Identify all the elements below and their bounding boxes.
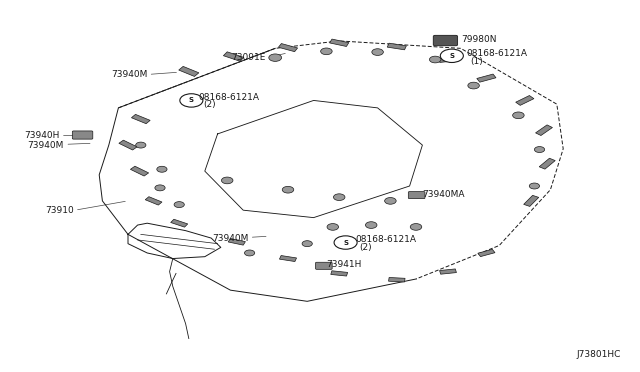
- Polygon shape: [280, 256, 296, 262]
- Text: S: S: [343, 240, 348, 246]
- Polygon shape: [440, 269, 456, 274]
- Polygon shape: [278, 44, 298, 52]
- Polygon shape: [179, 66, 199, 77]
- Circle shape: [410, 224, 422, 230]
- Polygon shape: [387, 43, 406, 50]
- Text: 73940M: 73940M: [212, 234, 248, 243]
- Polygon shape: [119, 140, 137, 150]
- Polygon shape: [524, 195, 539, 206]
- Polygon shape: [477, 74, 496, 82]
- Text: 08168-6121A: 08168-6121A: [355, 235, 416, 244]
- Text: S: S: [189, 97, 194, 103]
- FancyBboxPatch shape: [316, 262, 332, 269]
- Text: S: S: [449, 53, 454, 59]
- Polygon shape: [539, 158, 556, 169]
- FancyBboxPatch shape: [72, 131, 93, 139]
- Circle shape: [334, 236, 357, 249]
- Circle shape: [282, 186, 294, 193]
- Circle shape: [333, 194, 345, 201]
- Circle shape: [385, 198, 396, 204]
- Text: 08168-6121A: 08168-6121A: [198, 93, 259, 102]
- Circle shape: [174, 202, 184, 208]
- Circle shape: [221, 177, 233, 184]
- Circle shape: [429, 56, 441, 63]
- Circle shape: [244, 250, 255, 256]
- Circle shape: [136, 142, 146, 148]
- Circle shape: [440, 49, 463, 62]
- Text: (2): (2): [204, 100, 216, 109]
- Circle shape: [327, 224, 339, 230]
- Text: 73940MA: 73940MA: [422, 190, 465, 199]
- Circle shape: [513, 112, 524, 119]
- Circle shape: [365, 222, 377, 228]
- Text: 73940M: 73940M: [28, 141, 64, 150]
- Polygon shape: [171, 219, 188, 227]
- Circle shape: [468, 82, 479, 89]
- Text: 73940H: 73940H: [24, 131, 60, 140]
- Text: 73091E: 73091E: [231, 53, 266, 62]
- FancyBboxPatch shape: [408, 192, 425, 199]
- Text: (1): (1): [470, 57, 483, 66]
- Polygon shape: [228, 238, 245, 245]
- Polygon shape: [131, 166, 148, 176]
- Text: 73940M: 73940M: [111, 70, 147, 79]
- Circle shape: [155, 185, 165, 191]
- Polygon shape: [145, 197, 162, 205]
- Circle shape: [180, 94, 203, 107]
- Text: J73801HC: J73801HC: [577, 350, 621, 359]
- Circle shape: [302, 241, 312, 247]
- Polygon shape: [516, 96, 534, 105]
- Polygon shape: [223, 52, 244, 61]
- Circle shape: [269, 54, 282, 61]
- Circle shape: [157, 166, 167, 172]
- Circle shape: [529, 183, 540, 189]
- Circle shape: [321, 48, 332, 55]
- Polygon shape: [388, 278, 405, 282]
- Polygon shape: [478, 249, 495, 257]
- Polygon shape: [330, 39, 349, 46]
- Text: 73910: 73910: [45, 206, 74, 215]
- Circle shape: [534, 147, 545, 153]
- Circle shape: [372, 49, 383, 55]
- FancyBboxPatch shape: [433, 35, 458, 46]
- Text: (2): (2): [360, 243, 372, 252]
- Text: 73941H: 73941H: [326, 260, 362, 269]
- Text: 08168-6121A: 08168-6121A: [466, 49, 527, 58]
- Polygon shape: [438, 57, 458, 62]
- Polygon shape: [331, 271, 348, 276]
- Polygon shape: [536, 125, 552, 135]
- Polygon shape: [131, 114, 150, 124]
- Text: 79980N: 79980N: [461, 35, 496, 44]
